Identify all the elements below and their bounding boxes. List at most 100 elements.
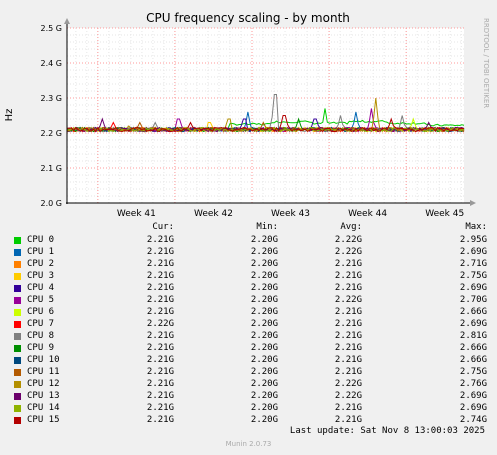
legend-cur-value: 2.21G	[146, 283, 174, 293]
legend-swatch	[14, 273, 21, 280]
legend-min-value: 2.20G	[250, 235, 278, 245]
legend-min-value: 2.20G	[250, 343, 278, 353]
legend-series-name: CPU 7	[27, 319, 55, 329]
legend-cur-value: 2.21G	[146, 403, 174, 413]
plot-area	[67, 28, 464, 203]
legend-swatch	[14, 357, 21, 364]
legend-header-max: Max:	[465, 222, 487, 232]
legend-avg-value: 2.22G	[334, 391, 362, 401]
legend-min-value: 2.20G	[250, 379, 278, 389]
legend-avg-value: 2.22G	[334, 247, 362, 257]
legend-cur-value: 2.21G	[146, 271, 174, 281]
legend-max-value: 2.71G	[459, 259, 487, 269]
legend-swatch	[14, 345, 21, 352]
tick-labels: 2.0 G 2.1 G 2.2 G 2.3 G 2.4 G 2.5 G Week 41 Wee…	[41, 24, 465, 219]
chart-title: CPU frequency scaling - by month	[146, 11, 350, 25]
legend-swatch	[14, 297, 21, 304]
legend-max-value: 2.66G	[459, 307, 487, 317]
legend-row: CPU 14 2.21G 2.20G 2.21G 2.69G	[0, 403, 497, 415]
legend-cur-value: 2.22G	[146, 319, 174, 329]
legend-series-name: CPU 10	[27, 355, 60, 365]
legend-series-name: CPU 2	[27, 259, 55, 269]
y-tick-label: 2.3 G	[41, 94, 62, 103]
legend-series-name: CPU 0	[27, 235, 55, 245]
legend-row: CPU 3 2.21G 2.20G 2.21G 2.75G	[0, 271, 497, 283]
legend-row: CPU 11 2.21G 2.20G 2.21G 2.75G	[0, 367, 497, 379]
legend-cur-value: 2.21G	[146, 379, 174, 389]
y-tick-label: 2.0 G	[41, 199, 62, 208]
legend-swatch	[14, 417, 21, 424]
legend-cur-value: 2.21G	[146, 343, 174, 353]
legend-header-avg: Avg:	[340, 222, 362, 232]
legend-avg-value: 2.21G	[334, 415, 362, 425]
legend-avg-value: 2.21G	[334, 271, 362, 281]
legend-max-value: 2.70G	[459, 295, 487, 305]
legend-cur-value: 2.21G	[146, 415, 174, 425]
axes	[64, 18, 476, 206]
legend-max-value: 2.75G	[459, 271, 487, 281]
legend-series-name: CPU 1	[27, 247, 55, 257]
legend-cur-value: 2.21G	[146, 235, 174, 245]
legend-swatch	[14, 261, 21, 268]
legend-cur-value: 2.21G	[146, 391, 174, 401]
legend-row: CPU 9 2.21G 2.20G 2.21G 2.66G	[0, 343, 497, 355]
legend-avg-value: 2.21G	[334, 355, 362, 365]
legend-min-value: 2.20G	[250, 295, 278, 305]
legend-max-value: 2.76G	[459, 379, 487, 389]
legend-avg-value: 2.21G	[334, 259, 362, 269]
legend-avg-value: 2.21G	[334, 403, 362, 413]
legend-header-cur: Cur:	[152, 222, 174, 232]
legend-max-value: 2.69G	[459, 403, 487, 413]
legend-max-value: 2.69G	[459, 283, 487, 293]
legend-cur-value: 2.21G	[146, 331, 174, 341]
legend-header-min: Min:	[256, 222, 278, 232]
series-line	[66, 121, 465, 133]
legend-swatch	[14, 321, 21, 328]
legend-series-name: CPU 9	[27, 343, 55, 353]
x-axis-arrow-icon	[470, 200, 476, 206]
legend-max-value: 2.66G	[459, 343, 487, 353]
legend-row: CPU 7 2.22G 2.20G 2.21G 2.69G	[0, 319, 497, 331]
legend-avg-value: 2.21G	[334, 367, 362, 377]
legend-cur-value: 2.21G	[146, 259, 174, 269]
legend-swatch	[14, 237, 21, 244]
legend-avg-value: 2.21G	[334, 343, 362, 353]
y-axis-label: Hz	[4, 109, 15, 122]
legend-series-name: CPU 12	[27, 379, 60, 389]
legend-max-value: 2.69G	[459, 247, 487, 257]
legend-cur-value: 2.21G	[146, 367, 174, 377]
legend-swatch	[14, 249, 21, 256]
legend-avg-value: 2.22G	[334, 295, 362, 305]
legend-swatch	[14, 309, 21, 316]
x-tick-label: Week 42	[194, 209, 233, 219]
munin-version: Munin 2.0.73	[225, 440, 272, 448]
y-tick-label: 2.4 G	[41, 59, 62, 68]
legend-series-name: CPU 3	[27, 271, 55, 281]
legend-max-value: 2.95G	[459, 235, 487, 245]
legend-min-value: 2.20G	[250, 355, 278, 365]
legend-avg-value: 2.21G	[334, 331, 362, 341]
legend-min-value: 2.20G	[250, 259, 278, 269]
legend-avg-value: 2.22G	[334, 235, 362, 245]
legend-avg-value: 2.21G	[334, 283, 362, 293]
x-tick-label: Week 41	[117, 209, 156, 219]
legend-row: CPU 6 2.21G 2.20G 2.21G 2.66G	[0, 307, 497, 319]
legend-swatch	[14, 285, 21, 292]
y-tick-label: 2.5 G	[41, 24, 62, 33]
legend-swatch	[14, 393, 21, 400]
legend-row: CPU 13 2.21G 2.20G 2.22G 2.69G	[0, 391, 497, 403]
legend-row: CPU 0 2.21G 2.20G 2.22G 2.95G	[0, 235, 497, 247]
legend-avg-value: 2.21G	[334, 319, 362, 329]
legend-max-value: 2.69G	[459, 319, 487, 329]
legend-avg-value: 2.22G	[334, 379, 362, 389]
x-tick-label: Week 44	[348, 209, 387, 219]
legend-swatch	[14, 381, 21, 388]
y-axis-arrow-icon	[64, 18, 70, 24]
legend-avg-value: 2.21G	[334, 307, 362, 317]
legend-row: CPU 1 2.21G 2.20G 2.22G 2.69G	[0, 247, 497, 259]
legend-row: CPU 5 2.21G 2.20G 2.22G 2.70G	[0, 295, 497, 307]
legend-max-value: 2.69G	[459, 391, 487, 401]
legend-series-name: CPU 14	[27, 403, 60, 413]
series-layer	[66, 94, 465, 133]
legend-series-name: CPU 4	[27, 283, 55, 293]
